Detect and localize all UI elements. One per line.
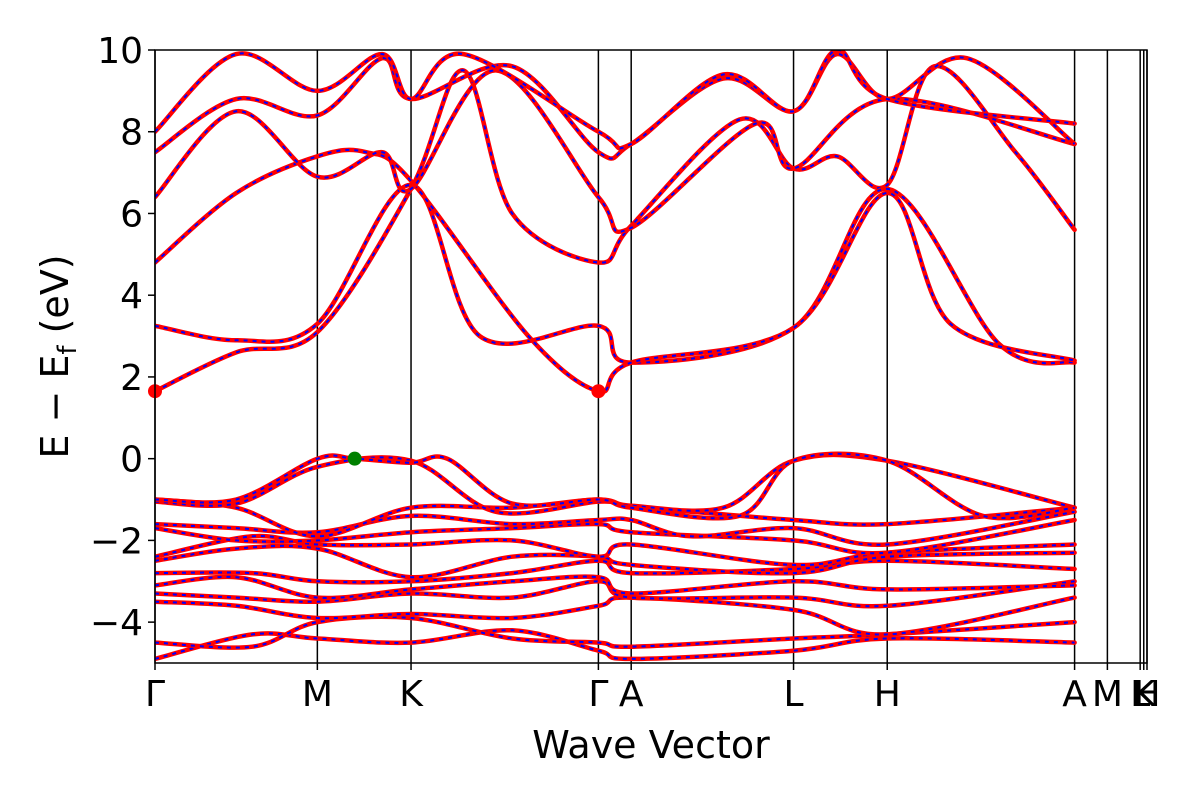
band-10-blue <box>155 498 1075 538</box>
x-tick-label-4: A <box>619 674 644 715</box>
y-axis-label-sub: f <box>53 345 83 355</box>
band-14-red <box>155 182 1077 366</box>
x-tick-label-7: A <box>1062 674 1087 715</box>
band-edge-markers <box>148 384 606 466</box>
band-13-blue <box>155 65 1076 393</box>
x-tick-label-10: K <box>1132 674 1157 715</box>
band-12-red <box>155 451 1077 521</box>
bands <box>155 50 1077 662</box>
x-tick-label-8: M <box>1092 674 1123 715</box>
x-tick-label-9: L <box>1130 674 1150 715</box>
band-16-blue <box>155 69 1075 233</box>
x-tick-label-3: Γ <box>588 674 608 715</box>
band-0-blue <box>155 629 1075 660</box>
plot-frame <box>154 49 1148 664</box>
band-2-red <box>155 595 1077 637</box>
marker-1 <box>591 384 606 399</box>
y-tick-label-3: 2 <box>120 358 143 399</box>
x-tick-label-0: Γ <box>145 674 165 715</box>
x-axis-ticks: Γ M K Γ A L H A M LKH <box>145 663 1161 715</box>
x-tick-label-1: M <box>302 674 333 715</box>
band-16-red <box>155 68 1077 235</box>
y-axis-label: E − Ef (eV) <box>33 254 83 458</box>
band-12-blue <box>155 452 1075 520</box>
x-axis-label: Wave Vector <box>532 723 770 767</box>
band-1-red <box>155 614 1077 650</box>
y-tick-label-6: 8 <box>120 113 143 154</box>
y-axis-label-main: E − E <box>33 355 77 459</box>
y-tick-label-5: 6 <box>120 194 143 235</box>
y-tick-label-2: 0 <box>120 440 143 481</box>
band-3-red <box>155 579 1077 609</box>
band-14-blue <box>155 183 1075 365</box>
band-7-blue <box>155 535 1075 567</box>
y-tick-label-7: 10 <box>97 31 143 72</box>
band-18-red <box>155 50 1077 151</box>
x-tick-label-5: L <box>784 674 804 715</box>
x-tick-label-11: H <box>1133 674 1160 715</box>
y-tick-label-0: −4 <box>90 603 143 644</box>
x-tick-label-6: H <box>874 674 901 715</box>
band-8-blue <box>155 519 1075 555</box>
y-tick-label-1: −2 <box>90 521 143 562</box>
band-9-blue <box>155 510 1075 546</box>
y-tick-label-4: 4 <box>120 276 143 317</box>
y-axis-ticks: −4 −2 0 2 4 6 8 10 <box>90 31 155 644</box>
marker-2 <box>347 451 362 466</box>
x-tick-label-2: K <box>399 674 424 715</box>
y-axis-label-unit: (eV) <box>33 254 77 345</box>
band-4-red <box>155 574 1077 601</box>
